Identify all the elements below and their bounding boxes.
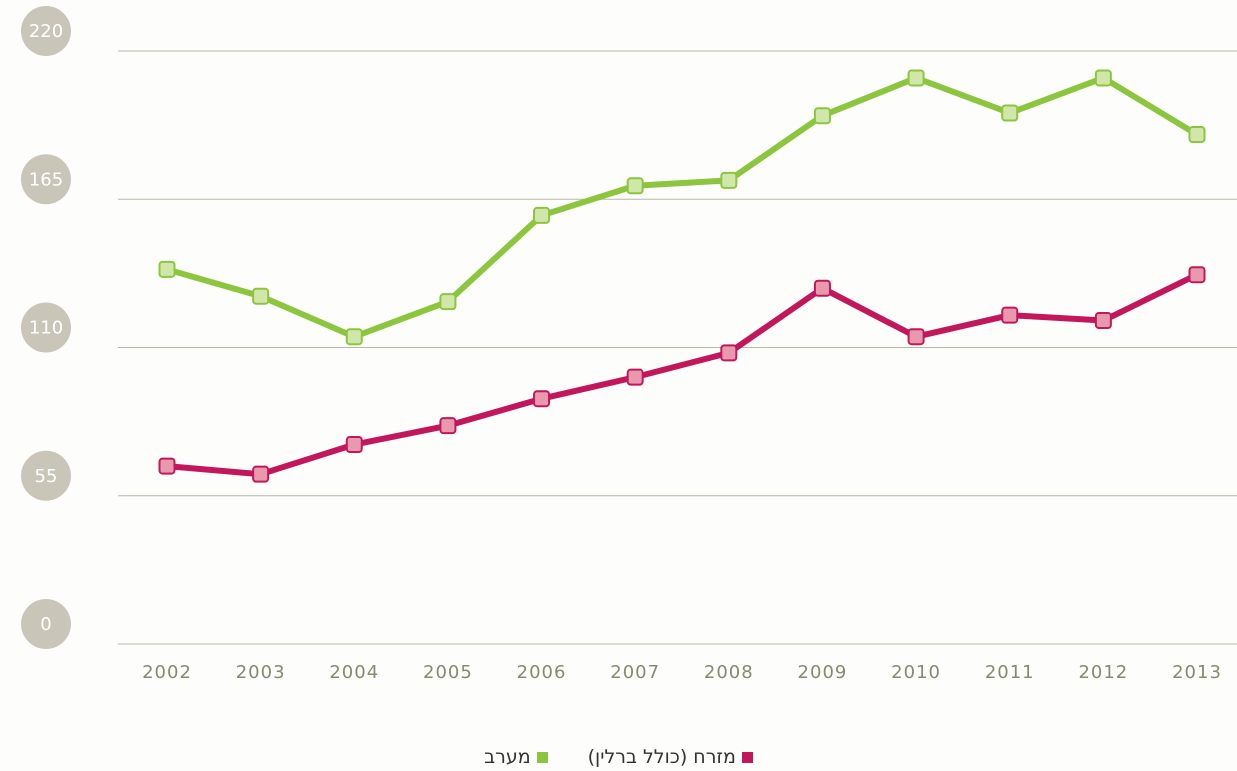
x-tick-label: 2007 (610, 662, 660, 683)
marker (1001, 104, 1019, 122)
marker (533, 206, 551, 224)
marker (439, 293, 457, 311)
series-line (166, 74, 1199, 340)
legend-swatch (741, 751, 753, 763)
y-tick-badge (21, 599, 71, 649)
x-tick-label: 2012 (1078, 662, 1128, 683)
marker (720, 171, 738, 189)
y-tick-label: 55 (35, 466, 58, 487)
marker (813, 279, 831, 297)
x-tick-label: 2005 (423, 662, 473, 683)
marker (252, 287, 270, 305)
legend-label: מערב (484, 746, 531, 768)
marker (345, 436, 363, 454)
y-tick-label: 220 (29, 21, 63, 42)
marker (813, 107, 831, 125)
marker (720, 344, 738, 362)
marker (1188, 126, 1206, 144)
x-tick-label: 2008 (704, 662, 754, 683)
y-tick-label: 165 (29, 169, 63, 190)
marker (439, 417, 457, 435)
marker (533, 390, 551, 408)
x-tick-label: 2003 (236, 662, 286, 683)
chart: 0 55 110 165 220 2002 2003 2004 2005 2006 2007 2008… (21, 6, 1237, 683)
y-tick-badge (21, 154, 71, 205)
y-tick-badge (21, 450, 71, 501)
marker (1094, 69, 1112, 87)
x-tick-label: 2010 (891, 662, 941, 683)
legend-swatch (536, 751, 548, 763)
marker (626, 177, 644, 195)
marker (1094, 312, 1112, 330)
marker (252, 465, 270, 483)
y-tick-label: 0 (40, 614, 51, 635)
y-tick-badge (21, 302, 71, 353)
x-tick-label: 2004 (329, 662, 379, 683)
x-tick-label: 2013 (1172, 662, 1222, 683)
marker (158, 457, 176, 475)
marker (907, 69, 925, 87)
y-tick-label: 110 (29, 318, 63, 339)
marker (158, 260, 176, 278)
legend: מזרח (כולל ברלין) מערב (0, 746, 1237, 768)
marker (1188, 266, 1206, 284)
legend-item: מזרח (כולל ברלין) (588, 746, 753, 768)
x-tick-label: 2006 (517, 662, 567, 683)
marker (626, 368, 644, 386)
series-line (166, 272, 1199, 478)
x-tick-label: 2011 (985, 662, 1035, 683)
marker (907, 328, 925, 346)
legend-label: מזרח (כולל ברלין) (587, 746, 736, 768)
x-tick-label: 2002 (142, 662, 192, 683)
y-tick-badge (21, 6, 71, 56)
marker (1001, 306, 1019, 324)
legend-item: מערב (484, 746, 548, 768)
marker (345, 328, 363, 346)
x-tick-label: 2009 (798, 662, 848, 683)
